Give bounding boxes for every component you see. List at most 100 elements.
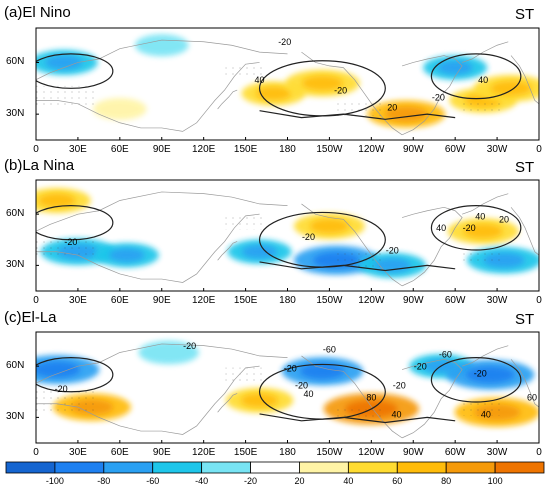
coastline — [401, 358, 463, 439]
x-tick-label: 30W — [486, 144, 508, 155]
contour-label: -20 — [334, 85, 347, 95]
x-tick-label: 0 — [536, 144, 542, 155]
colorbar — [5, 461, 545, 474]
coastline — [36, 62, 260, 132]
colorbar-swatch — [201, 461, 251, 474]
x-tick-label: 0 — [33, 295, 39, 306]
x-tick-label: 90W — [402, 295, 424, 306]
x-tick-label: 120E — [191, 295, 216, 306]
contour-line — [36, 53, 114, 89]
colorbar-label: 40 — [343, 476, 354, 486]
x-tick-label: 60E — [110, 144, 129, 155]
x-tick-label: 150W — [316, 447, 343, 458]
contour-label: 60 — [527, 392, 537, 402]
anomaly-core — [300, 363, 345, 380]
anomaly-core — [38, 193, 76, 208]
anomaly-core — [36, 361, 81, 378]
y-tick-label: 60N — [6, 360, 25, 372]
contour-label: -20 — [284, 363, 297, 373]
x-tick-label: 150E — [233, 144, 258, 155]
coastline — [401, 55, 463, 136]
contour-line — [36, 205, 114, 241]
coastline — [217, 89, 238, 110]
contour-label: -20 — [55, 384, 68, 394]
panel-tag: ST — [515, 159, 535, 176]
panel-title: (c)El-La — [4, 309, 57, 326]
colorbar-label: -40 — [195, 476, 209, 486]
contour-label: 80 — [366, 392, 376, 402]
colorbar-swatch — [103, 461, 154, 474]
x-tick-label: 180 — [279, 144, 296, 155]
contour-label: 20 — [387, 103, 397, 113]
colorbar-label: -80 — [97, 476, 111, 486]
anomaly-core — [490, 80, 532, 96]
contour-line — [430, 205, 522, 251]
contour-label: -20 — [64, 237, 77, 247]
x-tick-label: 180 — [279, 295, 296, 306]
coastline — [36, 365, 260, 435]
contour-label: -20 — [302, 232, 315, 242]
coastline — [36, 39, 288, 81]
significance-stipple — [332, 101, 383, 116]
coastline — [401, 206, 463, 287]
x-tick-label: 60W — [444, 144, 466, 155]
contour-label: -20 — [474, 368, 487, 378]
y-tick-label: 60N — [6, 56, 25, 68]
contour-line — [36, 357, 114, 393]
contour-label: 40 — [475, 211, 485, 221]
significance-stipple — [463, 249, 504, 264]
anomaly-core — [301, 75, 343, 91]
contour-label: 40 — [303, 389, 313, 399]
anomaly-core — [309, 218, 349, 234]
colorbar-swatch — [250, 461, 300, 474]
contour-line — [259, 261, 456, 272]
anomaly-core — [465, 366, 515, 383]
significance-stipple — [36, 85, 94, 108]
colorbar-label: 60 — [392, 476, 403, 486]
colorbar-label: 80 — [441, 476, 452, 486]
contour-label: -20 — [414, 362, 427, 372]
x-tick-label: 30E — [69, 295, 87, 306]
colorbar-label: 100 — [487, 476, 503, 486]
colorbar-swatch — [396, 461, 447, 474]
x-tick-label: 90E — [152, 144, 171, 155]
contour-label: 40 — [478, 75, 488, 85]
significance-stipple — [36, 389, 94, 412]
colorbar-swatch — [347, 461, 398, 474]
significance-stipple — [225, 367, 266, 382]
colorbar-label: -20 — [244, 476, 258, 486]
coastline — [462, 345, 509, 367]
coastline — [36, 343, 288, 384]
x-tick-label: 30E — [69, 447, 87, 458]
y-tick-label: 60N — [6, 208, 25, 220]
contour-line — [430, 53, 522, 100]
coastline — [217, 241, 238, 261]
panel-tag: ST — [515, 6, 535, 23]
map-background — [36, 332, 539, 443]
significance-stipple — [463, 401, 504, 416]
colorbar-swatch — [152, 461, 203, 474]
coastline — [462, 193, 509, 215]
map-panel-1: -20 40 -20 20 40 -20 — [35, 27, 540, 141]
colorbar-swatch — [299, 461, 349, 474]
x-tick-label: 60W — [444, 295, 466, 306]
anomaly-core — [109, 248, 145, 262]
x-tick-label: 30W — [486, 295, 508, 306]
contour-label: -60 — [439, 350, 452, 360]
contour-label: -20 — [295, 380, 308, 390]
coastline — [301, 203, 403, 287]
anomaly-core — [437, 60, 473, 75]
contour-label: 40 — [391, 409, 401, 419]
x-tick-label: 180 — [279, 447, 296, 458]
x-tick-label: 90E — [152, 447, 171, 458]
x-tick-label: 120W — [358, 447, 385, 458]
coastline — [510, 359, 539, 408]
panel-tag: ST — [515, 311, 535, 328]
x-tick-label: 0 — [33, 144, 39, 155]
contour-label: 40 — [436, 223, 446, 233]
colorbar-label: -60 — [146, 476, 160, 486]
x-tick-label: 30W — [486, 447, 508, 458]
x-tick-label: 60E — [110, 447, 129, 458]
